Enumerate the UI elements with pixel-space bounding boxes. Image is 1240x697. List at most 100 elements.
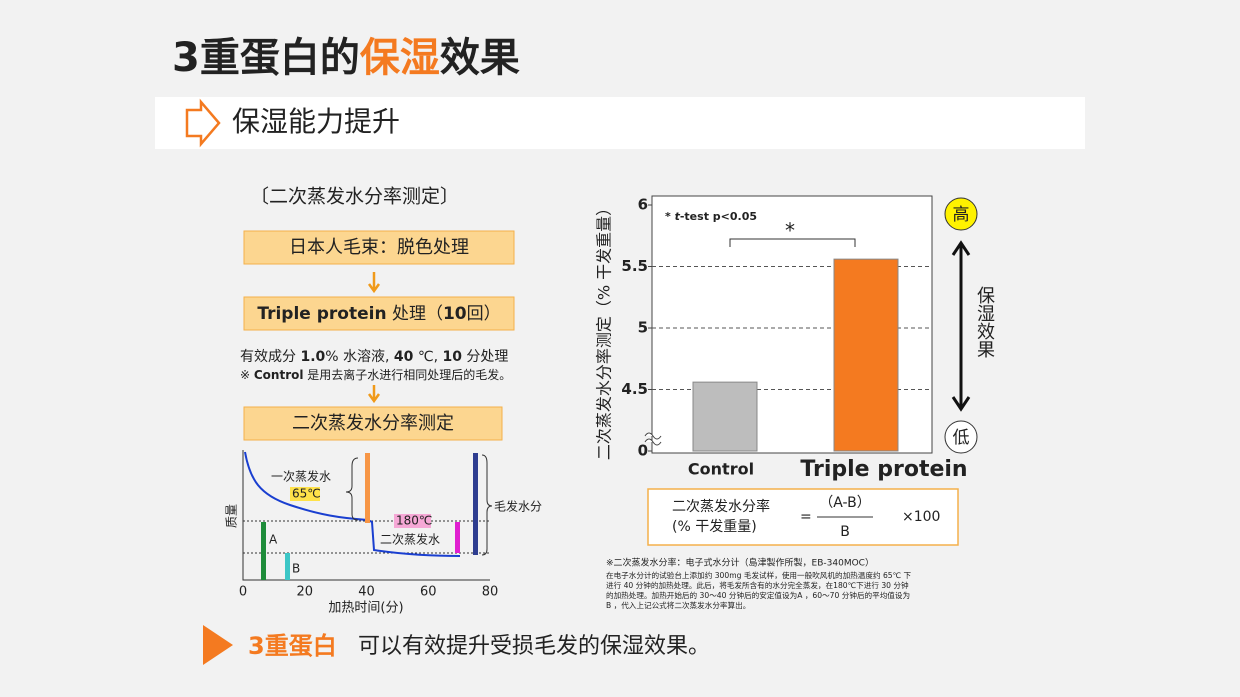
- text: 有效成分: [240, 349, 300, 365]
- formula-text: ×100: [902, 509, 940, 525]
- bar: [692, 381, 758, 452]
- flow-note: 有效成分 1.0% 水溶液, 40 ℃, 10 分处理: [240, 349, 508, 365]
- axis: [242, 450, 490, 581]
- band: [365, 453, 370, 523]
- text: 10: [442, 349, 462, 365]
- y-axis-label: 二次蒸发水分率测定（% 干发重量）: [595, 200, 614, 460]
- y-tick-label: 0: [638, 442, 648, 460]
- x-tick-label: 80: [482, 585, 499, 600]
- footnote: ※二次蒸发水分率：电子式水分计（島津製作所製，EB-340MOC）在电子水分计的…: [606, 557, 912, 611]
- title-highlight: 保湿: [360, 35, 440, 81]
- flow-step: 二次蒸发水分率测定: [292, 413, 454, 434]
- axis-label: 质量: [225, 504, 239, 528]
- axis-break: [644, 432, 662, 446]
- text: 回）: [467, 304, 501, 324]
- text: 处理（: [387, 304, 443, 324]
- text: ℃,: [413, 349, 442, 365]
- axis-label: 加热时间(分): [328, 601, 403, 616]
- formula-text: B: [840, 524, 850, 540]
- text: 分处理: [462, 349, 508, 365]
- text: 是用去离子水进行相同处理后的毛发。: [303, 367, 511, 382]
- high-label: 高: [953, 205, 970, 225]
- x-tick-label: Triple protein: [800, 457, 967, 482]
- significance: *: [785, 219, 795, 243]
- flow-step: 日本人毛束：脱色处理: [289, 237, 469, 258]
- reference-line: [243, 520, 490, 554]
- brace: [481, 454, 493, 556]
- flow-box: [243, 296, 515, 331]
- curve: [244, 451, 461, 557]
- footnote-line: 进行 40 分钟的加热处理。此后，将毛发所含有的水分完全蒸发，在180℃下进行 …: [606, 580, 909, 590]
- annotation: * t-test p<0.05: [665, 210, 757, 223]
- scale-label: 保湿效果: [974, 286, 995, 358]
- subtitle: 保湿能力提升: [232, 105, 400, 138]
- flow-step: Triple protein 处理（10回）: [257, 304, 500, 324]
- footnote-line: ※二次蒸发水分率：电子式水分计（島津製作所製，EB-340MOC）: [606, 557, 874, 569]
- band: [261, 522, 266, 580]
- text: Triple protein: [257, 304, 386, 324]
- label: B: [292, 562, 300, 576]
- x-tick-label: 40: [358, 585, 375, 600]
- low-marker: [944, 420, 978, 454]
- flow-box: [243, 230, 515, 265]
- formula-text: 二次蒸发水分率: [672, 498, 770, 515]
- scale-arrow: [951, 240, 971, 412]
- conclusion-text: 可以有效提升受损毛发的保湿效果。: [358, 634, 710, 659]
- flow-note: ※ Control 是用去离子水进行相同处理后的毛发。: [240, 367, 511, 382]
- text: Control: [254, 368, 304, 382]
- band: [473, 453, 478, 555]
- heat-chart: 一次蒸发水 65℃ 180℃ 二次蒸发水 毛发水分 A B 质量 加热时间(分)…: [225, 450, 542, 616]
- footnote-line: 的加热处理。加热开始后的 30～40 分钟后的安定值设为A ，60～70 分钟后…: [606, 590, 910, 600]
- x-tick-label: 0: [239, 585, 247, 600]
- title-text: 3重蛋白的: [172, 35, 360, 81]
- title-text: 效果: [440, 35, 520, 81]
- label: 180℃: [396, 514, 432, 528]
- label: A: [269, 533, 278, 547]
- text: % 水溶液,: [325, 349, 394, 365]
- low-label: 低: [953, 428, 970, 448]
- bar-chart: 0 4.5 5 5.5 6 Control Triple protein: [621, 195, 968, 482]
- formula-text: (% 干发重量): [672, 519, 757, 535]
- label: 二次蒸发水: [380, 532, 440, 547]
- flow-heading: 〔二次蒸发水分率测定〕: [250, 186, 459, 208]
- formula-text: =: [800, 509, 812, 525]
- text: ※: [240, 368, 254, 382]
- label: 65℃: [292, 487, 321, 501]
- conclusion-brand: 3重蛋白: [248, 632, 337, 660]
- x-tick-label: 60: [420, 585, 437, 600]
- flow-arrow: [367, 272, 381, 294]
- title: 3重蛋白的保湿效果: [172, 35, 520, 81]
- formula-text: （A-B）: [819, 495, 870, 511]
- text: t: [675, 210, 681, 223]
- arrow-icon: [185, 98, 221, 148]
- y-tick-label: 6: [638, 196, 648, 214]
- formula-box: [647, 488, 959, 546]
- high-marker: [944, 197, 978, 231]
- label: 毛发水分: [494, 499, 542, 514]
- band: [285, 553, 290, 580]
- bullet: [203, 625, 233, 665]
- brace: [345, 457, 359, 521]
- label-bg: [290, 487, 320, 501]
- bar: [833, 258, 899, 452]
- significance-bracket: [729, 238, 856, 247]
- text: -test p<0.05: [680, 210, 757, 223]
- flow-arrow: [367, 385, 381, 404]
- y-tick-label: 5.5: [621, 257, 648, 275]
- footnote-line: 在电子水分计的试验台上添加约 300mg 毛发试样，使用一般吹风机的加热温度约 …: [606, 570, 912, 580]
- band: [455, 522, 460, 553]
- text: *: [665, 210, 675, 223]
- text: 40: [394, 349, 414, 365]
- x-tick-label: 20: [296, 585, 313, 600]
- subtitle-bar: [155, 97, 1085, 149]
- text: 1.0: [300, 349, 325, 365]
- x-tick-label: Control: [688, 460, 754, 479]
- flow-box: [243, 406, 503, 441]
- text: 10: [443, 304, 467, 324]
- y-tick-label: 5: [638, 319, 648, 337]
- label: 一次蒸发水: [271, 469, 331, 484]
- footnote-line: B ，代入上记公式将二次蒸发水分率算出。: [606, 600, 750, 610]
- label-bg: [394, 514, 431, 528]
- y-tick-label: 4.5: [621, 380, 648, 398]
